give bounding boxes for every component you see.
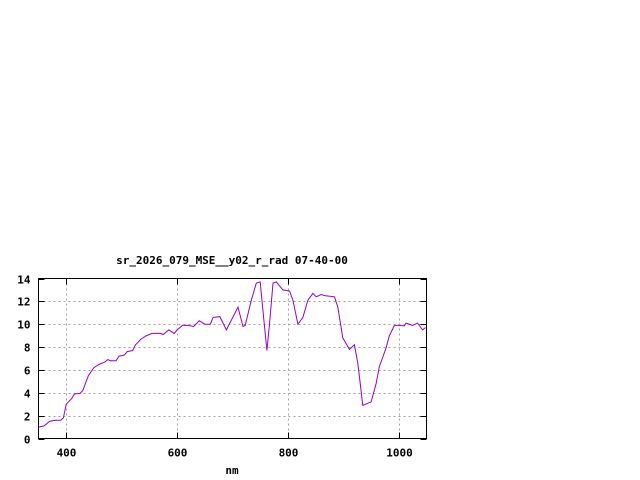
y-tick-label: 14 bbox=[17, 274, 31, 287]
plot-border bbox=[38, 278, 427, 439]
x-tick-label: 1000 bbox=[386, 447, 413, 460]
axis-ticks: 400 600 800 1000 0 2 4 6 8 10 12 14 bbox=[17, 274, 427, 460]
x-axis-label: nm bbox=[225, 464, 239, 477]
y-tick-label: 10 bbox=[17, 319, 30, 332]
y-tick-label: 4 bbox=[24, 388, 31, 401]
chart-title: sr_2026_079_MSE__y02_r_rad 07-40-00 bbox=[116, 254, 348, 267]
y-tick-label: 2 bbox=[24, 411, 31, 424]
x-tick-label: 800 bbox=[279, 447, 299, 460]
y-tick-label: 0 bbox=[24, 434, 31, 447]
series-line bbox=[38, 281, 426, 428]
x-tick-label: 600 bbox=[168, 447, 188, 460]
x-tick-label: 400 bbox=[57, 447, 77, 460]
y-tick-label: 8 bbox=[24, 342, 31, 355]
grid bbox=[38, 278, 427, 439]
y-tick-label: 12 bbox=[17, 296, 30, 309]
y-tick-label: 6 bbox=[24, 365, 31, 378]
